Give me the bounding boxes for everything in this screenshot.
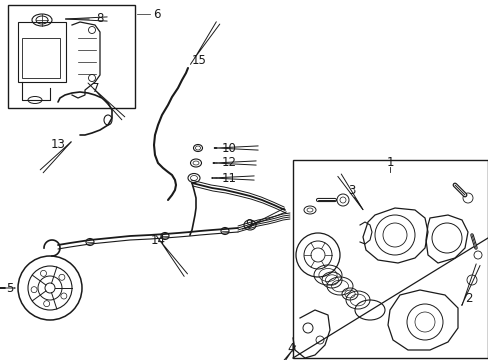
Text: 11: 11 bbox=[222, 171, 237, 184]
Text: 13: 13 bbox=[50, 139, 65, 152]
Text: 9: 9 bbox=[244, 219, 252, 231]
Text: 1: 1 bbox=[386, 157, 393, 170]
Text: 7: 7 bbox=[92, 81, 99, 94]
Text: 5: 5 bbox=[6, 282, 14, 294]
Text: 12: 12 bbox=[222, 157, 237, 170]
Text: 3: 3 bbox=[347, 184, 355, 197]
Bar bbox=[8, 5, 135, 108]
Text: 2: 2 bbox=[464, 292, 471, 305]
Text: 6: 6 bbox=[153, 8, 160, 21]
Text: 14: 14 bbox=[150, 234, 165, 247]
Text: 4: 4 bbox=[287, 342, 294, 355]
Text: 8: 8 bbox=[96, 13, 103, 26]
Text: 10: 10 bbox=[222, 141, 236, 154]
Text: 15: 15 bbox=[192, 54, 206, 67]
Bar bbox=[292, 160, 487, 358]
